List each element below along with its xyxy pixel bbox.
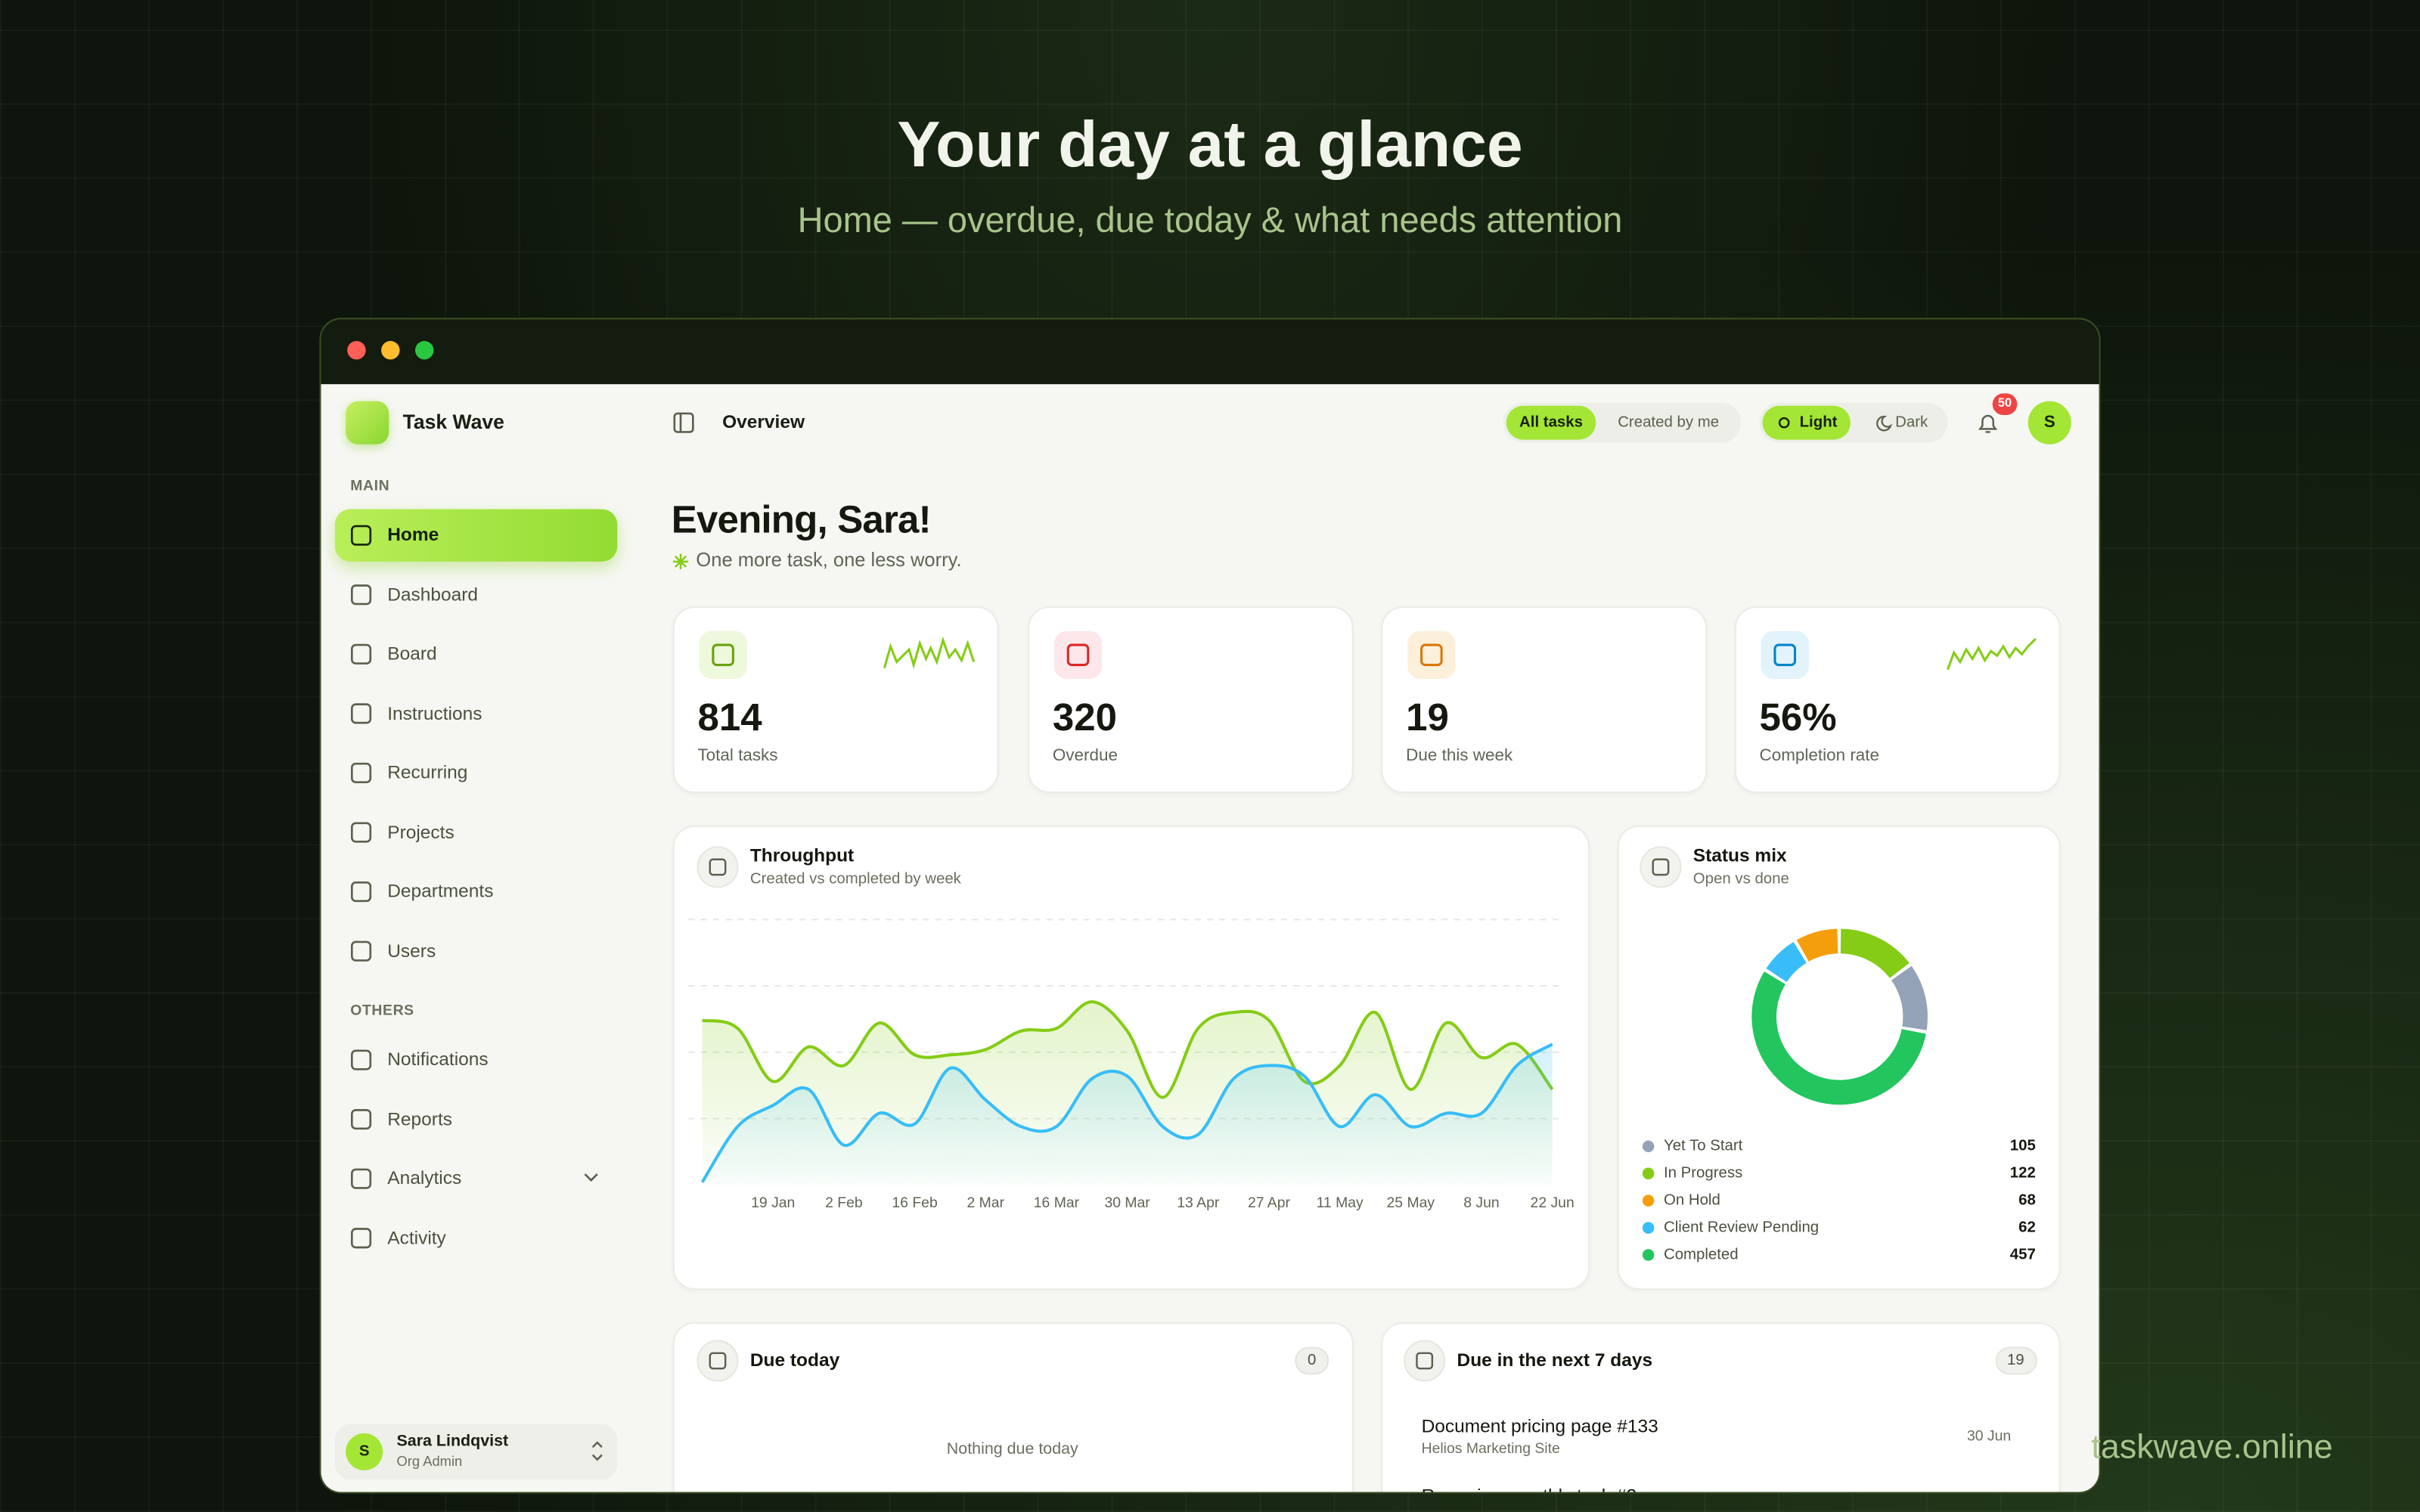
avatar[interactable]: [2028, 401, 2071, 445]
stat-label: Overdue: [1052, 746, 1118, 766]
nav-item[interactable]: Notifications: [387, 1048, 489, 1070]
nav-icon: [350, 1049, 372, 1070]
stat-label: Total tasks: [697, 746, 778, 766]
empty-state: Nothing due today: [946, 1439, 1078, 1459]
nav-item[interactable]: Dashboard: [387, 583, 479, 605]
nav-icon: [350, 1168, 372, 1189]
nav-item[interactable]: Projects: [387, 820, 455, 843]
notification-count: 50: [1997, 395, 2012, 411]
due-week-card: Document pricing page #133 Helios Marketi…: [1381, 1321, 2061, 1492]
bell-icon: [1978, 414, 1998, 433]
nav-item[interactable]: Users: [387, 939, 436, 962]
section-label: OTHERS: [350, 1002, 414, 1020]
card-title: Status mix: [1692, 844, 1787, 866]
sparkle-icon: [672, 553, 689, 570]
watermark: taskwave.online: [2091, 1427, 2333, 1466]
nav-item[interactable]: Instructions: [387, 702, 482, 723]
nav-item[interactable]: Departments: [387, 880, 494, 902]
notification-badge: [1992, 393, 2018, 415]
stat-value: 814: [697, 696, 762, 740]
stat-value: 320: [1052, 696, 1117, 740]
minimize-dot[interactable]: [381, 341, 400, 360]
hero-title: Your day at a glance: [897, 107, 1523, 181]
nav-icon: [350, 584, 372, 606]
filter-option[interactable]: Created by me: [1618, 414, 1720, 432]
task-title[interactable]: Recurring monthly task #2: [1422, 1486, 1637, 1492]
nav-item[interactable]: Recurring: [387, 761, 468, 783]
nav-icon: [350, 703, 372, 724]
count-value: 0: [1308, 1352, 1317, 1370]
stat-value: 56%: [1759, 696, 1837, 740]
zoom-dot[interactable]: [414, 341, 434, 360]
app-content: Document pricing page #133 Helios Marketi…: [321, 384, 2099, 1492]
nav-icon: [350, 881, 372, 903]
nav-icon: [350, 822, 372, 843]
card-subtitle: Open vs done: [1692, 871, 1789, 888]
stat-label: Completion rate: [1759, 746, 1880, 766]
greeting-title: Evening, Sara!: [671, 498, 932, 542]
due-today-card: [672, 1321, 1354, 1492]
nav-icon: [350, 1109, 372, 1130]
filter-active[interactable]: [1506, 405, 1596, 440]
theme-option[interactable]: Dark: [1895, 414, 1928, 432]
throughput-card: [672, 825, 1590, 1290]
card-subtitle: Created vs completed by week: [749, 871, 961, 888]
user-role: Org Admin: [396, 1453, 463, 1469]
card-title: Due today: [749, 1349, 840, 1371]
task-date: 30 Jun: [1966, 1428, 2012, 1445]
nav-icon: [350, 643, 372, 665]
logo: [346, 401, 389, 445]
stat-icon: [699, 631, 747, 679]
filter-option[interactable]: All tasks: [1519, 414, 1584, 432]
user-name: Sara Lindqvist: [396, 1432, 509, 1451]
task-title[interactable]: Document pricing page #133: [1421, 1415, 1658, 1437]
card-title: Throughput: [749, 844, 855, 866]
app-window: Document pricing page #133 Helios Marketi…: [319, 318, 2101, 1494]
chevron-icon: [584, 1173, 598, 1182]
theme-active[interactable]: [1762, 405, 1851, 440]
user-initial: S: [358, 1443, 370, 1461]
count-badge: [1995, 1346, 2037, 1375]
stat-icon: [1053, 631, 1103, 679]
nav-item[interactable]: Activity: [387, 1226, 446, 1248]
theme-option[interactable]: Light: [1799, 414, 1838, 432]
nav-item[interactable]: Analytics: [387, 1167, 462, 1189]
task-project: Helios Marketing Site: [1421, 1440, 1560, 1458]
avatar-initial: S: [2043, 413, 2055, 432]
count-badge: [1295, 1346, 1329, 1375]
stat-card: [1028, 606, 1354, 793]
status-card: [1617, 825, 2061, 1290]
hero-subtitle: Home — overdue, due today & what needs a…: [797, 199, 1623, 240]
close-dot[interactable]: [347, 341, 366, 360]
stat-icon: [1761, 631, 1809, 679]
app-name: Task Wave: [402, 410, 504, 434]
nav-icon: [350, 1228, 372, 1249]
page-title: Overview: [722, 411, 805, 433]
nav-icon: [350, 940, 372, 962]
card-title: Due in the next 7 days: [1457, 1349, 1653, 1371]
nav-active[interactable]: [334, 509, 618, 562]
section-label: MAIN: [350, 478, 390, 495]
stat-value: 19: [1406, 696, 1449, 740]
content-frame: Document pricing page #133 Helios Marketi…: [321, 384, 2099, 1492]
nav-icon: [350, 762, 372, 784]
nav-item[interactable]: Home: [387, 523, 439, 546]
nav-item[interactable]: Reports: [387, 1108, 453, 1129]
nav-item[interactable]: Board: [387, 642, 437, 665]
greeting-subtitle: One more task, one less worry.: [696, 549, 962, 572]
count-value: 19: [2006, 1352, 2024, 1370]
stat-icon: [1407, 631, 1456, 679]
user-avatar: [346, 1433, 383, 1470]
stat-label: Due this week: [1406, 746, 1513, 766]
sidebar-toggle: [673, 412, 694, 433]
